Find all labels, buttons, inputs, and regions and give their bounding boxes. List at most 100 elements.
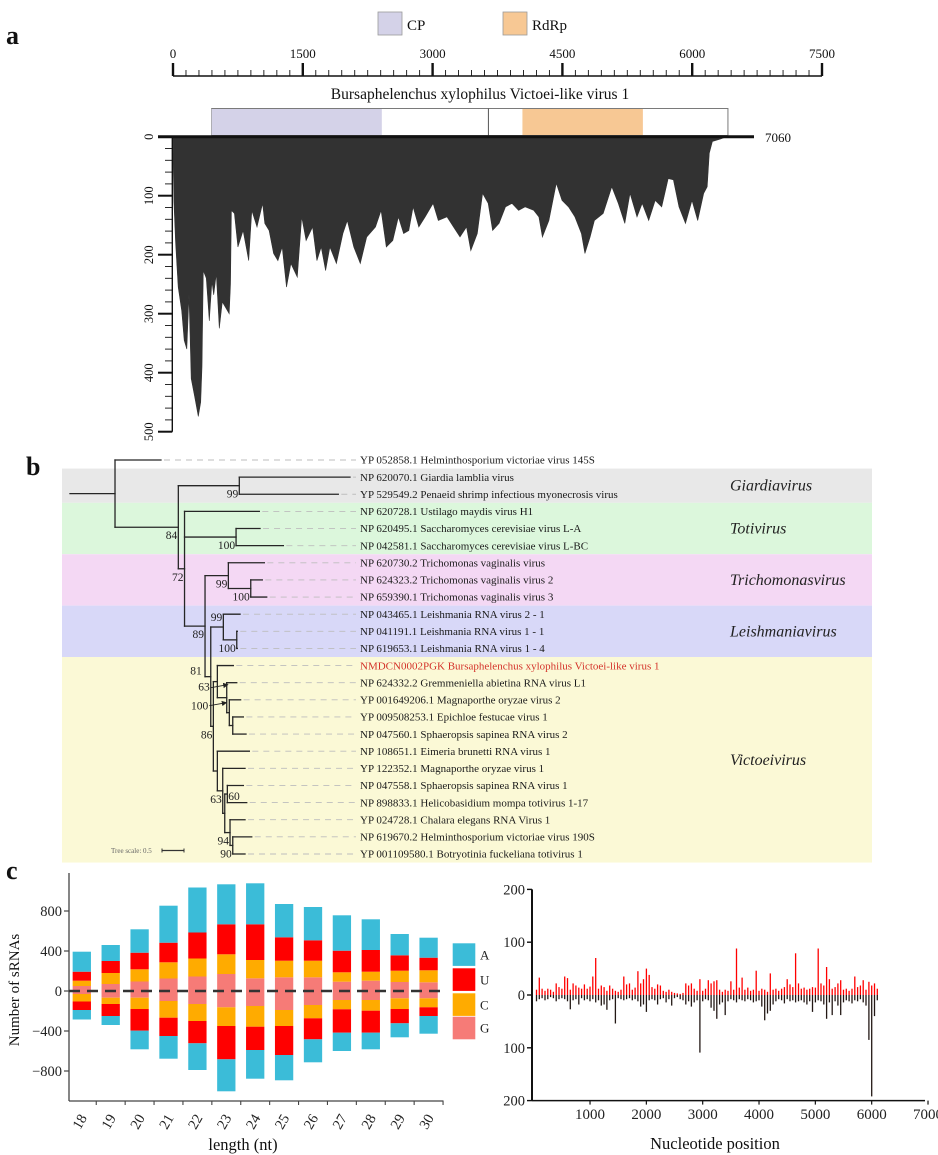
- bar-segment-A-plus: [419, 937, 438, 958]
- bar-segment-A-minus: [217, 1059, 236, 1092]
- bootstrap-value: 63: [198, 682, 210, 694]
- bar-segment-A-plus: [217, 884, 236, 925]
- panel-label-c: c: [6, 856, 18, 885]
- bar-segment-U-minus: [217, 1026, 236, 1060]
- y-tick-label: −400: [32, 1024, 62, 1040]
- bootstrap-value: 100: [219, 643, 237, 655]
- bootstrap-value: 99: [227, 489, 239, 501]
- genome-coverage-plot: CP RdRp 0 1500 3000 4500 6000 7500 0 100 200 300 400…: [142, 11, 835, 441]
- leaf-label: NP 619670.2 Helminthosporium victoriae v…: [360, 832, 595, 844]
- y-tick-label: 0: [55, 984, 62, 1000]
- bar-segment-C-minus: [390, 998, 409, 1009]
- bar-segment-C-plus: [159, 962, 178, 979]
- leaf-label: NP 041191.1 Leishmania RNA virus 1 - 1: [360, 626, 544, 638]
- leaf-label: NP 047558.1 Sphaeropsis sapinea RNA viru…: [360, 780, 568, 792]
- clade-label-victoeivirus: Victoeivirus: [730, 752, 806, 769]
- legend-swatch-U: [452, 968, 476, 991]
- bar-segment-U-minus: [390, 1009, 409, 1024]
- ruler-tick-label: 0: [170, 46, 177, 61]
- leaf-label: NP 619653.1 Leishmania RNA virus 1 - 4: [360, 643, 545, 655]
- bar-segment-C-plus: [130, 969, 149, 982]
- bar-segment-C-plus: [72, 980, 91, 986]
- x-tick-label: 1000: [575, 1107, 605, 1123]
- bar-segment-U-minus: [130, 1009, 149, 1031]
- bar-segment-G-minus: [217, 991, 236, 1008]
- y-tick-label: 200: [503, 1094, 525, 1110]
- x-tick-label: 24: [243, 1111, 264, 1132]
- legend-swatch-rdrp: [502, 11, 528, 36]
- bar-segment-C-minus: [72, 994, 91, 1002]
- leaf-label: NP 620728.1 Ustilago maydis virus H1: [360, 506, 533, 518]
- bootstrap-value: 94: [218, 836, 230, 848]
- bar-segment-C-minus: [188, 1004, 207, 1021]
- tree-branches: [69, 459, 356, 855]
- leaf-label: YP 024728.1 Chalara elegans RNA Virus 1: [360, 814, 550, 826]
- bar-segment-U-plus: [390, 955, 409, 971]
- legend-label-cp: CP: [407, 18, 425, 34]
- bar-segment-C-minus: [332, 1000, 352, 1010]
- panel-a-genome-coverage: a CP RdRp 0 1500 3000 4500 6000 7500 0 100 200 300 4…: [6, 11, 835, 441]
- bar-segment-G-minus: [419, 991, 438, 999]
- y-tick-label: −800: [32, 1064, 62, 1080]
- depth-tick-label: 200: [142, 245, 156, 264]
- bootstrap-value: 100: [191, 701, 209, 713]
- x-tick-label: 3000: [688, 1107, 718, 1123]
- y-tick-label: 100: [503, 1041, 525, 1057]
- leaf-label: YP 009508253.1 Epichloe festucae virus 1: [360, 712, 548, 724]
- clade-label-leishmaniavirus: Leishmaniavirus: [729, 623, 837, 640]
- bar-segment-A-plus: [303, 907, 323, 941]
- bar-segment-G-plus: [303, 977, 323, 991]
- bar-segment-U-minus: [274, 1026, 294, 1055]
- clade-label-giardiavirus: Giardiavirus: [730, 478, 812, 495]
- x-tick-label: 22: [185, 1112, 206, 1133]
- bar-segment-G-plus: [246, 978, 265, 991]
- bar-segment-U-minus: [159, 1017, 178, 1036]
- srna-distribution-xlabel: Nucleotide position: [650, 1134, 780, 1153]
- bar-segment-G-minus: [390, 991, 409, 999]
- domain-cp: [211, 109, 382, 135]
- x-tick-label: 4000: [744, 1107, 774, 1123]
- legend-label-C: C: [480, 997, 489, 1012]
- legend-swatch-A: [452, 943, 476, 966]
- depth-tick-label: 300: [142, 304, 156, 323]
- bar-segment-A-minus: [274, 1055, 294, 1081]
- genome-title: Bursaphelenchus xylophilus Victoei-like …: [331, 86, 629, 103]
- bar-segment-G-minus: [332, 991, 352, 1000]
- bar-segment-U-plus: [188, 932, 207, 959]
- srna-length-xlabel: length (nt): [208, 1135, 277, 1154]
- bar-segment-U-minus: [303, 1018, 323, 1040]
- bar-segment-C-minus: [274, 1010, 294, 1026]
- bar-segment-A-minus: [246, 1050, 265, 1079]
- bar-segment-C-minus: [217, 1007, 236, 1026]
- x-tick-label: 25: [272, 1112, 293, 1133]
- leaf-label: YP 052858.1 Helminthosporium victoriae v…: [360, 455, 595, 467]
- clade-band-victoeivirus: [62, 656, 872, 863]
- bar-segment-U-plus: [332, 950, 352, 973]
- bar-segment-A-plus: [101, 945, 120, 961]
- bar-segment-G-minus: [159, 991, 178, 1001]
- ruler-tick-label: 7500: [809, 46, 835, 61]
- bar-segment-G-minus: [188, 991, 207, 1004]
- leaf-label: NP 047560.1 Sphaeropsis sapinea RNA viru…: [360, 729, 568, 741]
- coverage-area: [172, 136, 729, 417]
- depth-tick-label: 0: [142, 134, 156, 140]
- x-tick-label: 21: [156, 1112, 177, 1133]
- bootstrap-value: 99: [211, 612, 223, 624]
- bar-segment-C-plus: [419, 970, 438, 983]
- x-tick-label: 30: [417, 1112, 438, 1133]
- bar-segment-U-plus: [274, 937, 294, 961]
- x-tick-label: 28: [359, 1112, 380, 1133]
- bar-segment-C-minus: [246, 1006, 265, 1027]
- bar-segment-C-plus: [274, 960, 294, 978]
- bar-segment-U-minus: [101, 1004, 120, 1016]
- bar-segment-A-plus: [361, 919, 380, 950]
- leaf-label: NP 042581.1 Saccharomyces cerevisiae vir…: [360, 540, 588, 552]
- clade-band-leishmaniavirus: [62, 605, 872, 657]
- bar-segment-C-plus: [101, 973, 120, 984]
- genome-length-label: 7060: [765, 130, 791, 145]
- panel-label-a: a: [6, 21, 19, 50]
- bar-segment-C-plus: [246, 960, 265, 979]
- bar-segment-C-plus: [361, 971, 380, 981]
